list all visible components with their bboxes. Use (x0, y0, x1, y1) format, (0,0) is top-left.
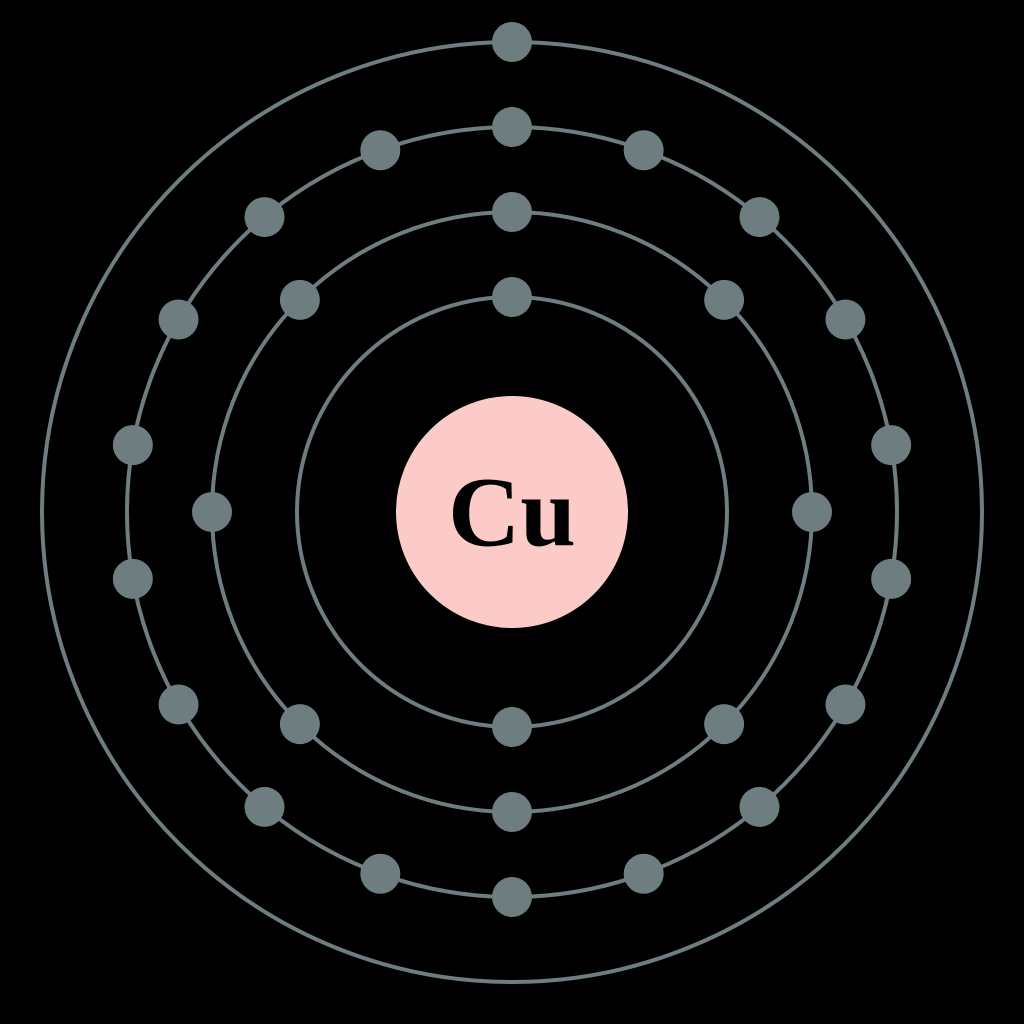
electron-shell2-2 (280, 280, 320, 320)
electron-shell2-5 (492, 792, 532, 832)
electron-shell2-4 (280, 704, 320, 744)
electron-shell2-8 (704, 280, 744, 320)
electron-shell3-18 (624, 130, 664, 170)
electron-shell1-1 (492, 277, 532, 317)
electron-shell3-15 (871, 425, 911, 465)
electron-shell3-11 (624, 854, 664, 894)
electron-shell4-1 (492, 22, 532, 62)
electron-shell3-2 (360, 130, 400, 170)
electron-shell2-3 (192, 492, 232, 532)
electron-shell-diagram: Cu (0, 0, 1024, 1024)
electron-shell3-14 (871, 559, 911, 599)
electron-shell3-3 (245, 197, 285, 237)
electron-shell3-7 (159, 685, 199, 725)
electron-shell1-2 (492, 707, 532, 747)
electron-shell3-8 (245, 787, 285, 827)
electron-shell3-5 (113, 425, 153, 465)
electron-shell2-7 (792, 492, 832, 532)
electron-shell3-4 (159, 300, 199, 340)
electron-shell3-12 (739, 787, 779, 827)
electron-shell3-13 (825, 685, 865, 725)
electron-shell2-1 (492, 192, 532, 232)
electron-shell3-16 (825, 300, 865, 340)
element-symbol: Cu (448, 457, 576, 568)
diagram-svg: Cu (0, 0, 1024, 1024)
electron-shell3-10 (492, 877, 532, 917)
electron-shell3-6 (113, 559, 153, 599)
electron-shell3-1 (492, 107, 532, 147)
electron-shell3-17 (739, 197, 779, 237)
electron-shell2-6 (704, 704, 744, 744)
electron-shell3-9 (360, 854, 400, 894)
